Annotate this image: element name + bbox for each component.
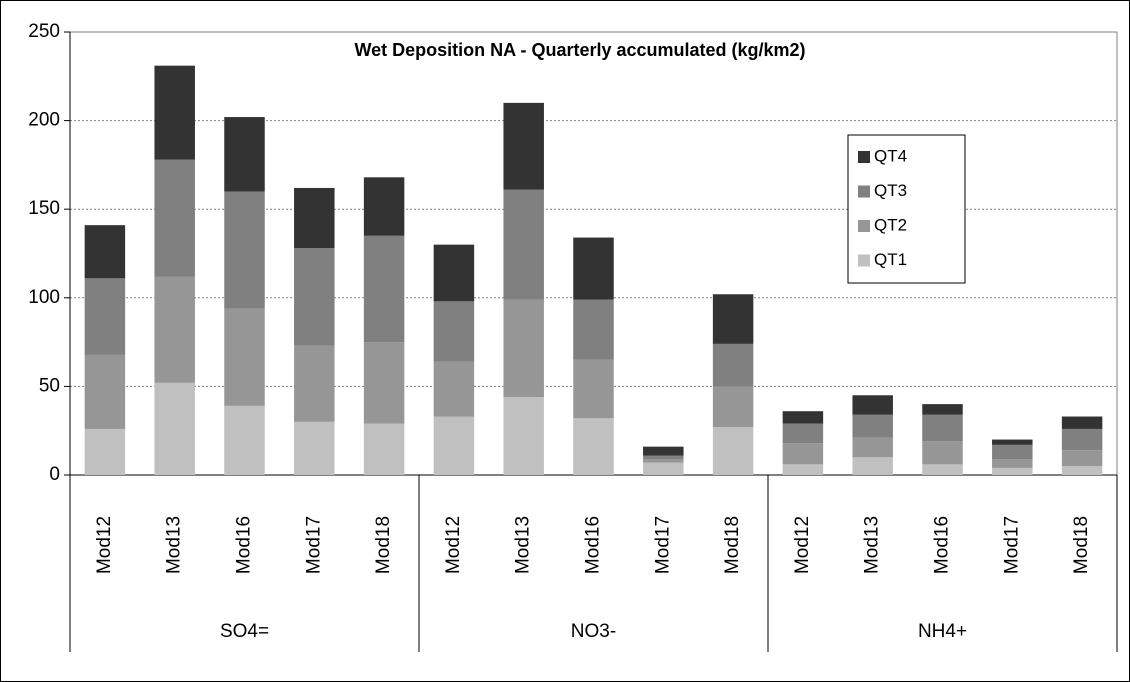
bar-segment bbox=[852, 395, 893, 415]
legend-swatch bbox=[858, 220, 870, 232]
bar-segment bbox=[224, 405, 265, 475]
chart-title: Wet Deposition NA - Quarterly accumulate… bbox=[354, 40, 805, 60]
bar-segment bbox=[782, 423, 824, 444]
bar-segment bbox=[224, 191, 265, 309]
bar-segment bbox=[573, 359, 614, 419]
bar-segment bbox=[712, 343, 754, 387]
x-tick-label: Mod18 bbox=[373, 516, 394, 574]
bar-segment bbox=[1061, 428, 1103, 451]
y-tick-label: 200 bbox=[28, 110, 60, 131]
bar-segment bbox=[852, 414, 893, 438]
bar-segment bbox=[224, 117, 265, 192]
bar-segment bbox=[363, 342, 405, 424]
bar-segment bbox=[992, 459, 1033, 468]
x-tick-label: Mod17 bbox=[652, 516, 673, 574]
x-tick-label: Mod13 bbox=[513, 516, 534, 574]
bar-segment bbox=[433, 416, 475, 475]
bar-segment bbox=[84, 428, 126, 475]
legend-label: QT2 bbox=[874, 215, 907, 234]
group-label: SO4= bbox=[220, 621, 269, 642]
bar-segment bbox=[782, 443, 824, 465]
x-tick-label: Mod12 bbox=[443, 516, 464, 574]
bar-segment bbox=[643, 459, 684, 463]
x-tick-label: Mod18 bbox=[1071, 516, 1092, 574]
y-tick-label: 100 bbox=[28, 287, 60, 308]
bar-segment bbox=[84, 278, 126, 355]
bar-segment bbox=[922, 414, 963, 442]
bar-segment bbox=[294, 187, 335, 249]
legend-label: QT3 bbox=[874, 181, 907, 200]
bar-segment bbox=[503, 299, 544, 398]
y-tick-label: 0 bbox=[49, 464, 60, 485]
x-tick-label: Mod13 bbox=[164, 516, 185, 574]
bar-segment bbox=[154, 159, 195, 277]
legend-swatch bbox=[858, 254, 870, 267]
x-tick-label: Mod13 bbox=[862, 516, 883, 574]
bar-segment bbox=[84, 354, 126, 429]
group-label: NH4+ bbox=[918, 621, 967, 642]
bar-segment bbox=[294, 345, 335, 422]
bar-segment bbox=[712, 427, 754, 475]
bar-segment bbox=[643, 462, 684, 475]
bar-segment bbox=[503, 189, 544, 300]
bar-segment bbox=[503, 102, 544, 190]
bar-segment bbox=[363, 177, 405, 236]
bar-segment bbox=[363, 235, 405, 343]
legend-swatch bbox=[858, 185, 870, 198]
x-tick-label: Mod17 bbox=[1001, 516, 1022, 574]
bar-segment bbox=[1061, 466, 1103, 475]
x-tick-label: Mod16 bbox=[583, 516, 604, 574]
bar-segment bbox=[643, 446, 684, 456]
x-tick-label: Mod12 bbox=[792, 516, 813, 574]
bar-segment bbox=[433, 244, 475, 302]
group-label: NO3- bbox=[571, 621, 616, 642]
legend-label: QT4 bbox=[874, 146, 907, 165]
bar-segment bbox=[154, 382, 195, 475]
bar-segment bbox=[363, 423, 405, 475]
y-tick-label: 50 bbox=[39, 375, 60, 396]
bar-segment bbox=[922, 464, 963, 475]
x-tick-label: Mod16 bbox=[932, 516, 953, 574]
bar-segment bbox=[84, 225, 126, 279]
legend-swatch bbox=[858, 151, 870, 163]
bar-segment bbox=[992, 467, 1033, 475]
bar-segment bbox=[294, 421, 335, 475]
x-tick-label: Mod16 bbox=[234, 516, 255, 574]
bar-segment bbox=[224, 308, 265, 406]
x-tick-label: Mod18 bbox=[722, 516, 743, 574]
bar-segment bbox=[154, 65, 195, 160]
bar-segment bbox=[573, 237, 614, 300]
y-tick-label: 250 bbox=[28, 21, 60, 42]
bar-segment bbox=[712, 294, 754, 344]
legend-label: QT1 bbox=[874, 250, 907, 269]
bar-segment bbox=[922, 404, 963, 415]
bar-segment bbox=[433, 301, 475, 362]
bar-segment bbox=[1061, 416, 1103, 429]
y-tick-label: 150 bbox=[28, 198, 60, 219]
bar-segment bbox=[782, 411, 824, 424]
bar-segment bbox=[992, 444, 1033, 460]
bar-segment bbox=[573, 299, 614, 360]
bar-segment bbox=[643, 455, 684, 460]
x-tick-label: Mod17 bbox=[303, 516, 324, 574]
bar-segment bbox=[294, 248, 335, 346]
bar-segment bbox=[852, 437, 893, 458]
bar-segment bbox=[782, 464, 824, 475]
bar-segment bbox=[573, 418, 614, 475]
x-tick-label: Mod12 bbox=[94, 516, 115, 574]
bar-segment bbox=[154, 276, 195, 383]
bar-segment bbox=[922, 441, 963, 465]
bar-segment bbox=[852, 457, 893, 475]
bar-segment bbox=[712, 386, 754, 428]
bar-segment bbox=[1061, 450, 1103, 467]
bar-segment bbox=[992, 439, 1033, 445]
bar-segment bbox=[433, 361, 475, 417]
bar-segment bbox=[503, 397, 544, 475]
